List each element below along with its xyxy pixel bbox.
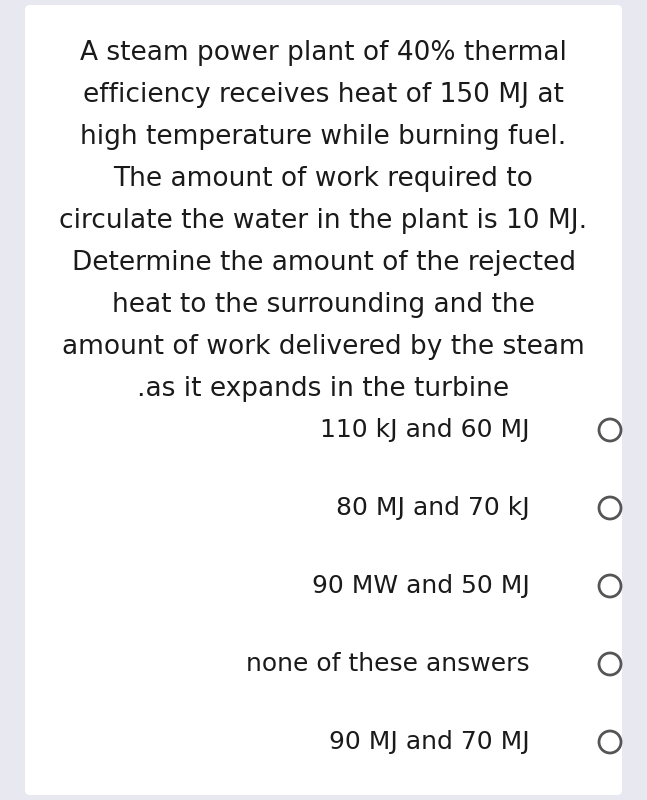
Text: heat to the surrounding and the: heat to the surrounding and the [112,292,535,318]
Text: high temperature while burning fuel.: high temperature while burning fuel. [80,124,567,150]
Text: A steam power plant of 40% thermal: A steam power plant of 40% thermal [80,40,567,66]
Text: none of these answers: none of these answers [247,652,530,676]
Text: amount of work delivered by the steam: amount of work delivered by the steam [62,334,585,360]
Text: 90 MW and 50 MJ: 90 MW and 50 MJ [312,574,530,598]
Text: Determine the amount of the rejected: Determine the amount of the rejected [72,250,575,276]
FancyBboxPatch shape [25,5,622,795]
Text: 110 kJ and 60 MJ: 110 kJ and 60 MJ [320,418,530,442]
Text: circulate the water in the plant is 10 MJ.: circulate the water in the plant is 10 M… [60,208,587,234]
Text: .as it expands in the turbine: .as it expands in the turbine [137,376,510,402]
Text: The amount of work required to: The amount of work required to [114,166,533,192]
Text: 90 MJ and 70 MJ: 90 MJ and 70 MJ [329,730,530,754]
Text: efficiency receives heat of 150 MJ at: efficiency receives heat of 150 MJ at [83,82,564,108]
Text: 80 MJ and 70 kJ: 80 MJ and 70 kJ [336,496,530,520]
